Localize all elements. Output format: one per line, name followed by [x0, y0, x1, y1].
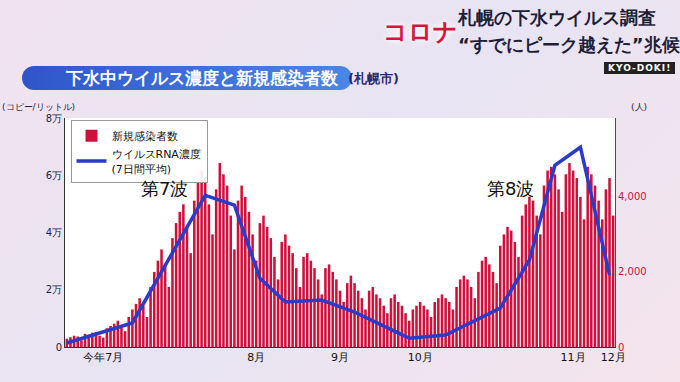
svg-text:2,000: 2,000: [618, 266, 647, 277]
svg-text:11月: 11月: [561, 351, 586, 364]
html-text:KYO-DOKI!: KYO-DOKI!: [608, 63, 672, 73]
svg-text:4万: 4万: [46, 227, 62, 238]
svg-text:(人): (人): [631, 102, 647, 112]
html-text:“すでにピーク越えた”兆候: “すでにピーク越えた”兆候: [458, 34, 680, 55]
svg-text:2万: 2万: [46, 284, 62, 295]
svg-text:今年7月: 今年7月: [83, 351, 123, 364]
html-text:コロナ: コロナ: [383, 18, 458, 46]
svg-text:新規感染者数: 新規感染者数: [112, 130, 178, 143]
svg-text:8万: 8万: [46, 113, 62, 124]
html-text:下水中ウイルス濃度と新規感染者数: 下水中ウイルス濃度と新規感染者数: [66, 68, 338, 88]
svg-text:12月: 12月: [601, 351, 626, 364]
svg-text:(コピー/リットル): (コピー/リットル): [2, 102, 75, 112]
svg-text:第8波: 第8波: [487, 178, 534, 199]
html-text:(札幌市): (札幌市): [348, 71, 399, 86]
svg-text:第7波: 第7波: [141, 178, 188, 199]
html-text:札幌の下水ウイルス調査: 札幌の下水ウイルス調査: [458, 7, 656, 28]
svg-text:0: 0: [618, 342, 624, 353]
svg-text:4,000: 4,000: [618, 191, 647, 202]
svg-text:9月: 9月: [331, 351, 349, 364]
svg-text:10月: 10月: [408, 351, 433, 364]
svg-text:8月: 8月: [247, 351, 265, 364]
svg-text:6万: 6万: [46, 170, 62, 181]
svg-text:0: 0: [56, 342, 62, 353]
svg-text:ウイルスRNA濃度(7日間平均): ウイルスRNA濃度(7日間平均): [112, 148, 201, 175]
